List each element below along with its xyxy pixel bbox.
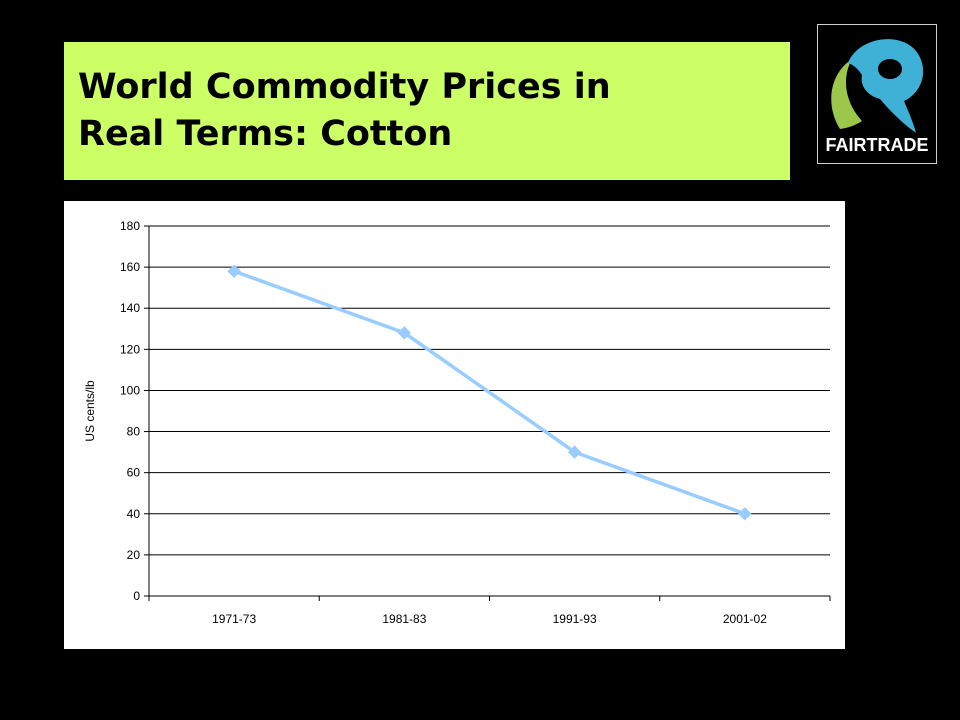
y-tick-label: 180 — [120, 219, 140, 233]
y-tick-label: 20 — [127, 548, 141, 562]
x-tick-label: 1991-93 — [553, 612, 597, 626]
y-tick-label: 160 — [120, 260, 140, 274]
axes — [144, 226, 830, 601]
x-tick-label: 2001-02 — [723, 612, 767, 626]
y-tick-labels: 0 20 40 60 80 100 120 140 160 180 — [120, 219, 140, 603]
title-box: World Commodity Prices in Real Terms: Co… — [64, 42, 790, 180]
data-point — [739, 508, 751, 520]
slide-title-line-2: Real Terms: Cotton — [78, 114, 452, 154]
y-tick-label: 100 — [120, 383, 140, 397]
slide-title-line-1: World Commodity Prices in — [78, 67, 611, 107]
fairtrade-mark-icon — [818, 25, 936, 135]
y-tick-label: 80 — [127, 425, 141, 439]
y-tick-label: 140 — [120, 301, 140, 315]
slide-title: World Commodity Prices in Real Terms: Co… — [78, 64, 790, 158]
logo-green-leaf — [831, 59, 862, 129]
fairtrade-logo: FAIRTRADE — [817, 24, 937, 164]
logo-eye — [878, 59, 902, 79]
y-axis-title: US cents/lb — [83, 380, 97, 442]
y-tick-label: 40 — [127, 507, 141, 521]
series-line — [234, 271, 745, 514]
x-tick-label: 1971-73 — [212, 612, 256, 626]
chart-panel: 0 20 40 60 80 100 120 140 160 180 1971-73 1981-83 1… — [64, 201, 845, 649]
logo-label: FAIRTRADE — [818, 135, 936, 156]
series-cotton-price — [228, 265, 751, 520]
y-tick-label: 60 — [127, 466, 141, 480]
x-tick-label: 1981-83 — [382, 612, 426, 626]
x-tick-labels: 1971-73 1981-83 1991-93 2001-02 — [212, 612, 767, 626]
y-tick-label: 0 — [133, 589, 140, 603]
y-tick-label: 120 — [120, 342, 140, 356]
